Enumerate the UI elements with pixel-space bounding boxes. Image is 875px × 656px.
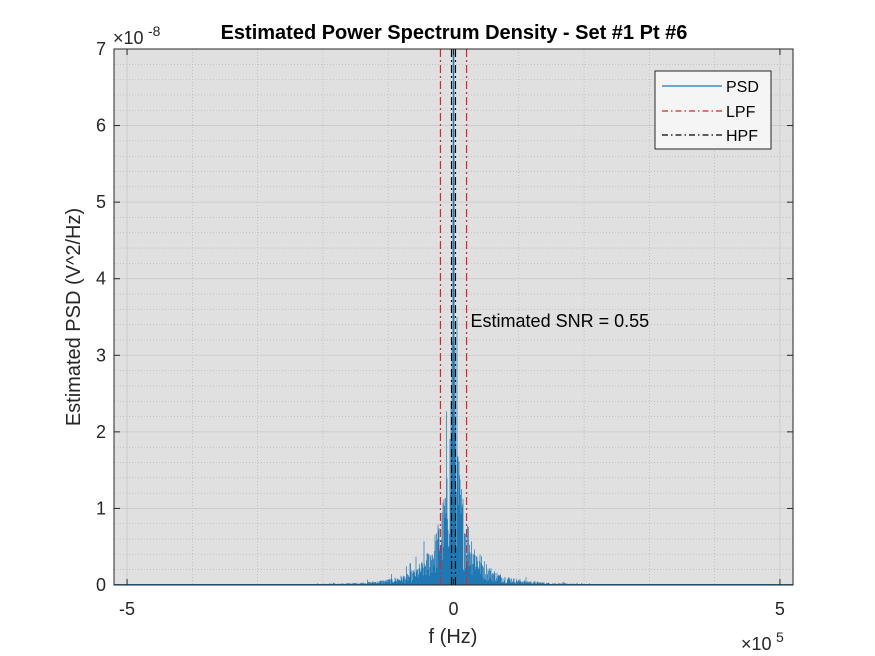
y-ticks: 0 1 2 3 4 5 6 7 (96, 39, 793, 595)
y-tick-label: 7 (96, 39, 106, 59)
y-exponent-base: ×10 (113, 28, 144, 48)
y-tick-label: 2 (96, 422, 106, 442)
y-exponent-power: -8 (148, 23, 161, 39)
x-tick-label: 5 (775, 599, 785, 619)
y-tick-label: 5 (96, 192, 106, 212)
legend-box (654, 70, 772, 150)
legend-lpf-label: LPF (726, 104, 756, 121)
x-exponent: ×10 5 (741, 629, 784, 654)
y-tick-label: 0 (96, 575, 106, 595)
chart-title: Estimated Power Spectrum Density - Set #… (221, 22, 688, 44)
y-exponent: ×10 -8 (113, 23, 161, 48)
y-tick-label: 6 (96, 116, 106, 136)
x-tick-label: -5 (119, 599, 135, 619)
legend-hpf-label: HPF (726, 128, 758, 145)
snr-annotation: Estimated SNR = 0.55 (471, 311, 650, 331)
x-exponent-power: 5 (776, 629, 784, 645)
lpf-series (439, 49, 468, 585)
x-tick-label: 0 (448, 599, 458, 619)
y-tick-label: 3 (96, 345, 106, 365)
y-axis-label: Estimated PSD (V^2/Hz) (63, 208, 85, 426)
y-tick-label: 1 (96, 498, 106, 518)
hpf-series (450, 49, 457, 585)
y-tick-label: 4 (96, 269, 106, 289)
legend-psd-label: PSD (726, 79, 759, 96)
x-exponent-base: ×10 (741, 634, 772, 654)
legend: PSD LPF HPF (654, 70, 772, 150)
x-ticks: -5 0 5 (119, 49, 785, 619)
x-axis-label: f (Hz) (429, 626, 478, 648)
